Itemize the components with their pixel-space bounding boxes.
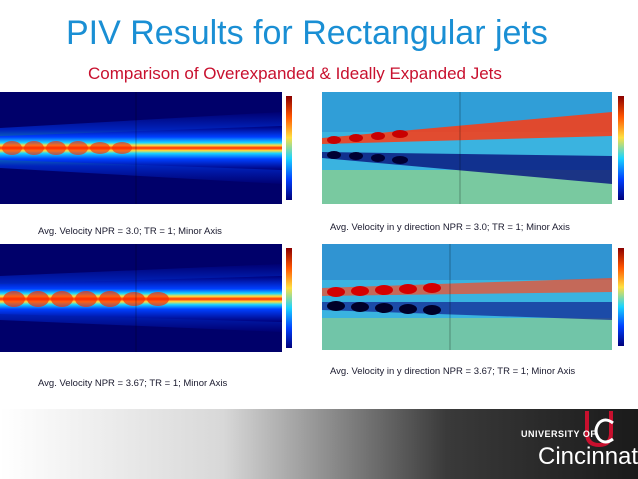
velocity-contour-plot-npr3 [0, 92, 300, 218]
y-velocity-contour-plot-npr367 [322, 244, 638, 360]
slide-title: PIV Results for Rectangular jets [66, 14, 548, 52]
slide-subtitle: Comparison of Overexpanded & Ideally Exp… [88, 64, 502, 83]
caption-top-left: Avg. Velocity NPR = 3.0; TR = 1; Minor A… [38, 226, 222, 237]
university-logo-icon [583, 407, 617, 451]
y-velocity-contour-plot-npr3 [322, 92, 638, 218]
velocity-contour-plot-npr367 [0, 244, 300, 364]
logo-line-2: Cincinnati [538, 443, 638, 470]
footer-banner [0, 391, 638, 479]
caption-bottom-right: Avg. Velocity in y direction NPR = 3.67;… [330, 366, 576, 377]
caption-bottom-left: Avg. Velocity NPR = 3.67; TR = 1; Minor … [38, 378, 228, 389]
logo-line-1: UNIVERSITY OF [521, 429, 597, 439]
caption-top-right: Avg. Velocity in y direction NPR = 3.0; … [330, 222, 570, 233]
